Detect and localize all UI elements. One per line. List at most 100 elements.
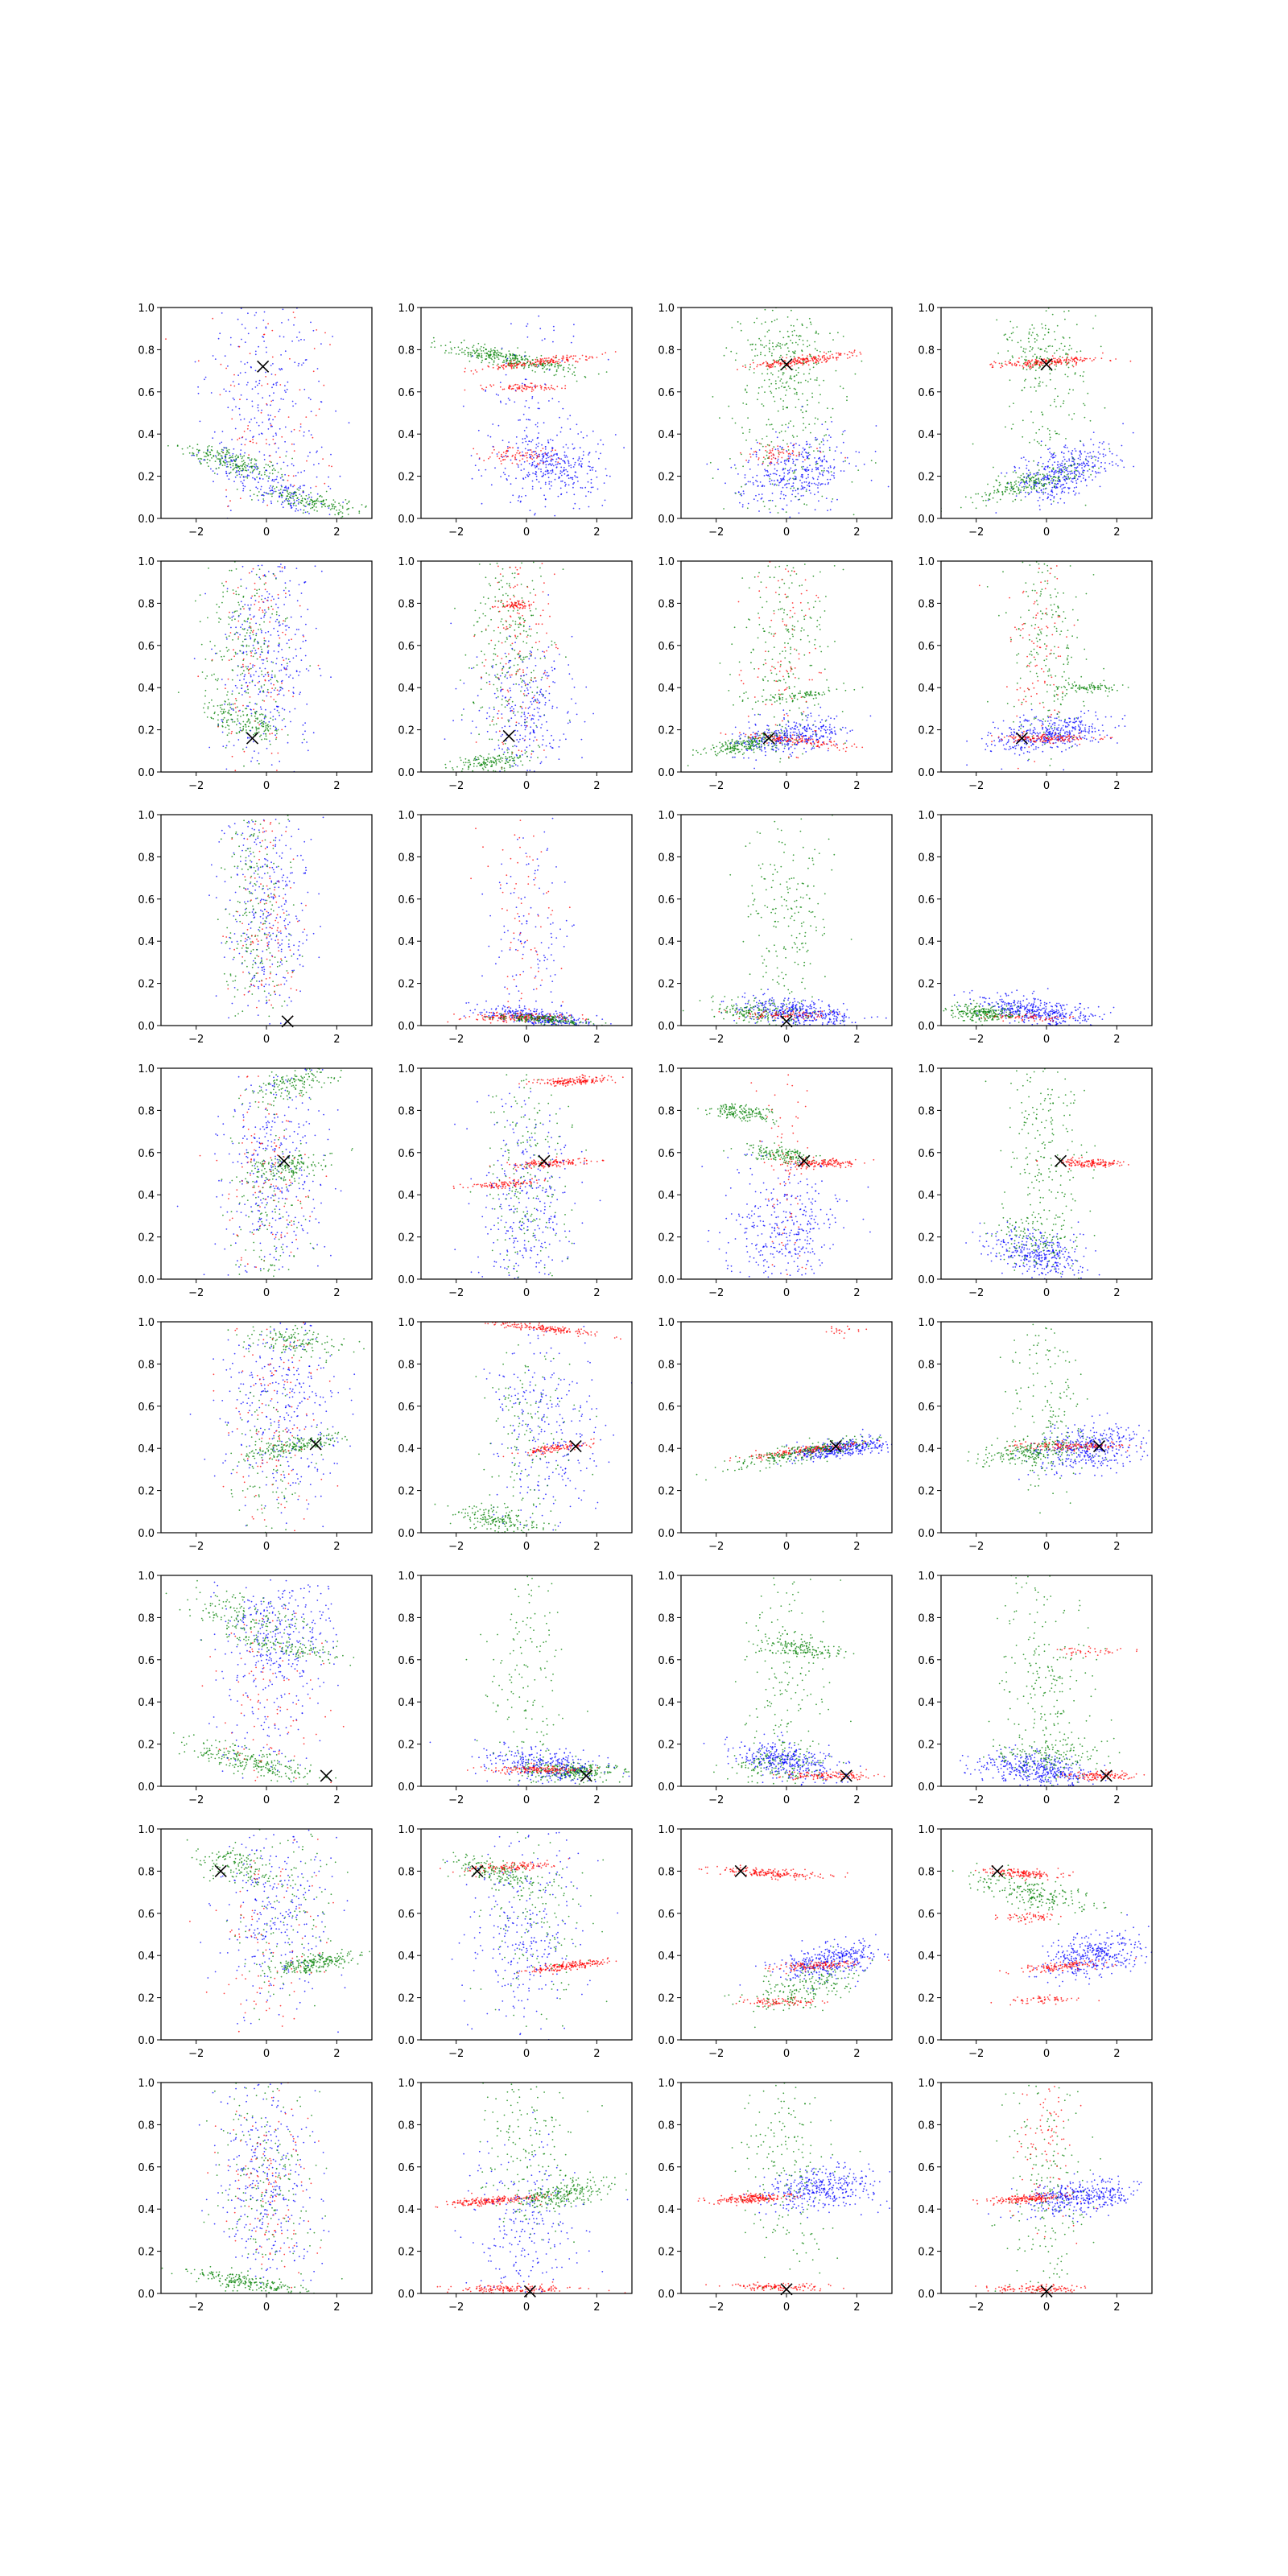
point-red [239, 497, 242, 499]
point-green [253, 493, 255, 496]
point-red [1022, 365, 1024, 367]
point-blue [535, 467, 536, 469]
point-blue [286, 451, 287, 452]
point-blue [555, 458, 558, 460]
x-tick-label: 0 [783, 526, 790, 539]
point-green [325, 490, 328, 493]
point-blue [1072, 460, 1075, 463]
point-green [1036, 363, 1038, 365]
point-green [303, 504, 304, 506]
point-green [804, 379, 807, 382]
point-green [274, 675, 276, 676]
point-blue [820, 483, 823, 485]
point-green [254, 459, 257, 461]
point-green [532, 359, 534, 361]
point-green [481, 359, 483, 361]
point-blue [241, 444, 242, 445]
point-green [774, 380, 777, 382]
point-green [240, 585, 242, 587]
point-red [524, 385, 526, 386]
point-blue [586, 435, 588, 437]
point-green [770, 441, 773, 443]
point-green [266, 646, 269, 648]
point-blue [1088, 464, 1090, 467]
point-green [1044, 324, 1046, 327]
point-blue [800, 495, 803, 497]
point-green [760, 344, 762, 346]
point-blue [556, 452, 558, 455]
point-red [493, 448, 495, 451]
point-blue [748, 460, 750, 462]
point-green [266, 475, 268, 477]
point-green [857, 469, 860, 471]
point-red [1102, 352, 1104, 354]
point-green [1052, 500, 1055, 502]
point-red [1129, 360, 1132, 362]
point-green [187, 447, 189, 449]
point-red [804, 361, 807, 363]
point-green [769, 478, 771, 480]
point-red [531, 388, 533, 390]
point-red [276, 689, 279, 691]
point-red [523, 387, 526, 390]
point-blue [810, 446, 812, 448]
point-blue [280, 398, 283, 400]
point-green [555, 363, 556, 365]
point-green [764, 458, 766, 460]
point-blue [574, 502, 576, 505]
point-red [1081, 360, 1084, 362]
point-green [543, 366, 546, 368]
point-blue [1024, 496, 1026, 497]
point-blue [282, 623, 284, 625]
point-blue [800, 488, 803, 490]
point-green [771, 483, 774, 485]
point-red [1051, 360, 1054, 362]
cluster-green [236, 485, 367, 518]
point-green [235, 568, 237, 570]
point-green [761, 373, 763, 375]
point-blue [545, 466, 547, 469]
point-green [167, 444, 169, 447]
point-blue [260, 485, 262, 488]
point-blue [811, 470, 813, 473]
point-green [788, 336, 790, 338]
point-red [530, 362, 531, 365]
point-blue [1057, 460, 1059, 463]
point-green [461, 351, 463, 353]
point-blue [279, 624, 281, 626]
point-green [972, 443, 974, 445]
point-red [225, 367, 227, 369]
point-green [832, 407, 834, 410]
point-red [1080, 358, 1082, 361]
point-green [284, 587, 287, 589]
point-green [481, 353, 483, 355]
point-blue [589, 469, 592, 471]
point-red [496, 365, 498, 366]
point-blue [1047, 460, 1050, 463]
point-red [237, 710, 240, 712]
point-blue [1069, 473, 1071, 475]
point-blue [256, 469, 258, 471]
point-red [770, 366, 772, 368]
point-green [283, 718, 285, 720]
point-green [792, 477, 794, 480]
point-red [1074, 360, 1075, 362]
point-green [786, 480, 789, 482]
point-blue [827, 510, 828, 511]
point-blue [225, 456, 227, 457]
point-blue [231, 439, 233, 440]
point-green [1064, 374, 1067, 376]
point-green [473, 350, 475, 352]
point-blue [1071, 481, 1074, 483]
point-blue [570, 466, 572, 469]
point-blue [256, 384, 258, 386]
point-blue [792, 460, 795, 463]
point-red [509, 447, 511, 448]
point-red [283, 620, 285, 621]
point-green [219, 460, 221, 463]
point-blue [548, 369, 551, 371]
point-green [251, 727, 254, 729]
point-blue [1057, 483, 1059, 485]
point-blue [204, 459, 205, 460]
point-blue [561, 480, 564, 482]
